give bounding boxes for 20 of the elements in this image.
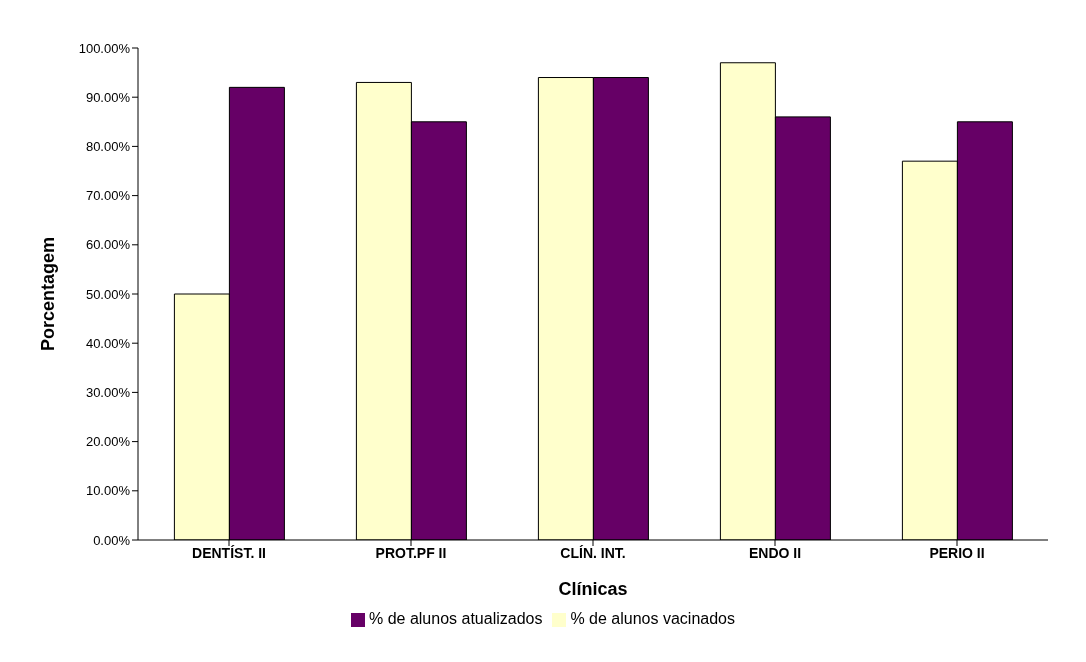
y-tick-label: 50.00% [85,286,131,302]
x-tick-label: PERIO II [929,544,985,561]
y-tick-label: 0.00% [93,532,131,548]
x-tick-label: PROT.PF II [375,544,447,561]
y-tick-label: 30.00% [85,385,131,401]
x-tick-label: ENDO II [748,544,802,561]
y-tick-label: 60.00% [85,237,131,253]
y-tick-label: 20.00% [85,434,131,450]
y-tick-label: 100.00% [78,40,131,56]
x-tick-label: CLÍN. INT. [560,544,626,561]
y-axis-title: Porcentagem [38,236,59,352]
y-tick-label: 80.00% [85,139,131,155]
legend-label: % de alunos atualizados [368,610,543,627]
y-tick-label: 90.00% [85,89,131,105]
x-axis-title: Clínicas [558,579,628,599]
y-tick-label: 70.00% [85,188,131,204]
y-tick-label: 10.00% [85,483,131,499]
legend-label: % de alunos vacinados [570,610,735,627]
y-tick-label: 40.00% [85,335,131,351]
x-tick-label: DENTÍST. II [192,544,266,561]
